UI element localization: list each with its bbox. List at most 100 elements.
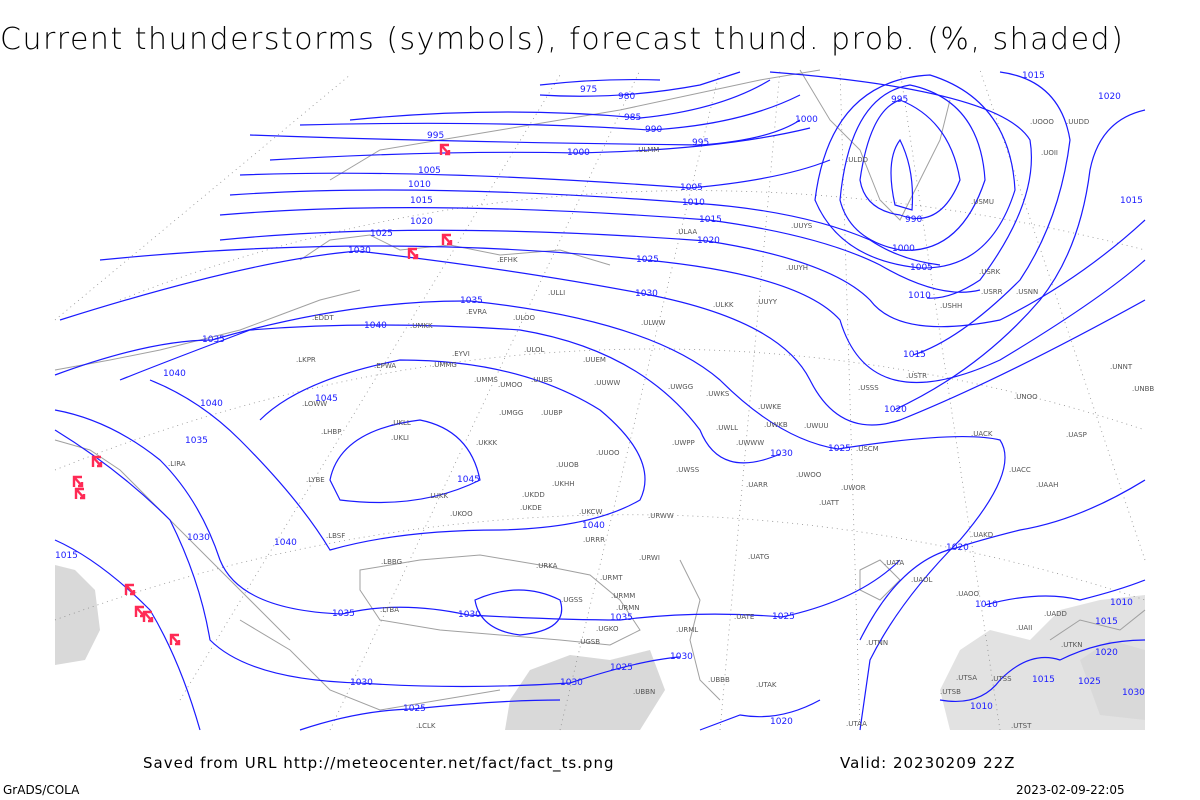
isobar-label: 1025 <box>828 444 851 454</box>
station-label: .ULMM <box>636 146 659 154</box>
thunderstorm-symbols <box>72 143 453 646</box>
isobar-label: 1030 <box>350 678 373 688</box>
station-label: .USSS <box>858 384 879 392</box>
isobars <box>54 71 1146 731</box>
generated-timestamp: 2023-02-09-22:05 <box>1016 783 1125 797</box>
station-label: .LBBG <box>381 558 402 566</box>
station-label: .UAOL <box>911 576 933 584</box>
station-label: .UWLL <box>716 424 738 432</box>
isobar-label: 1015 <box>55 551 78 561</box>
station-label: .ULLI <box>548 289 565 297</box>
station-label: .UOII <box>1041 149 1058 157</box>
station-label: .UAKD <box>971 531 993 539</box>
isobar-label: 1030 <box>348 246 371 256</box>
station-label: .USRR <box>981 288 1003 296</box>
station-label: .UAII <box>1016 624 1032 632</box>
isobar-labels: 975 980 985 990 995 995 1000 1000 995 990 1000 1005… <box>55 71 1145 727</box>
station-label: .URMN <box>616 604 640 612</box>
station-label: .UKLI <box>391 434 409 442</box>
isobar-label: 1010 <box>408 180 431 190</box>
isobar-label: 1030 <box>770 449 793 459</box>
isobar-label: 1015 <box>1095 617 1118 627</box>
station-label: .UTST <box>1011 722 1032 730</box>
station-label: .UKDE <box>520 504 542 512</box>
station-label: .UKLL <box>391 419 411 427</box>
isobar-label: 1040 <box>364 321 387 331</box>
station-label: .UNOO <box>1014 393 1038 401</box>
station-label: .UUBS <box>531 376 553 384</box>
station-label: .UNNT <box>1110 363 1133 371</box>
station-label: .UWKS <box>706 390 730 398</box>
station-label: .UGKO <box>596 625 619 633</box>
station-label: .UMKK <box>410 322 433 330</box>
isobar-label: 1045 <box>315 394 338 404</box>
station-label: .UUYY <box>756 298 778 306</box>
isobar-label: 1045 <box>457 475 480 485</box>
station-label: .USHH <box>940 302 962 310</box>
station-label: .UTSA <box>956 674 977 682</box>
isobar-label: 1020 <box>884 405 907 415</box>
thunderstorm-icon <box>439 143 451 156</box>
isobar-label: 1010 <box>970 702 993 712</box>
station-label: .UMGG <box>499 409 523 417</box>
station-label: .EDDT <box>312 314 334 322</box>
station-label: .UWKB <box>764 421 788 429</box>
station-label: .UWOO <box>796 471 822 479</box>
station-label: .USRK <box>979 268 1001 276</box>
station-label: .UKKK <box>476 439 498 447</box>
isobar-label: 1015 <box>410 196 433 206</box>
station-label: .UTSB <box>940 688 961 696</box>
isobar-label: 1020 <box>1098 92 1121 102</box>
isobar-label: 1025 <box>772 612 795 622</box>
station-label: .UAAH <box>1036 481 1058 489</box>
isobar-label: 1025 <box>370 229 393 239</box>
thunderstorm-icon <box>441 233 453 246</box>
station-label: .UUYS <box>791 222 813 230</box>
isobar-label: 1035 <box>332 609 355 619</box>
station-label: .LKPR <box>296 356 316 364</box>
isobar-label: 1005 <box>418 166 441 176</box>
station-label: .UATG <box>748 553 769 561</box>
station-label: .UMMG <box>432 361 457 369</box>
station-label: .USCM <box>856 445 879 453</box>
station-label: .LCLK <box>416 722 436 730</box>
station-label: .LYBE <box>306 476 325 484</box>
thunderstorm-icon <box>124 583 136 596</box>
station-label: .UBBB <box>708 676 730 684</box>
station-label: .ULWW <box>641 319 666 327</box>
station-label: .UAOO <box>956 590 980 598</box>
isobar-label: 990 <box>905 215 922 225</box>
station-label: .ULOO <box>513 314 536 322</box>
station-label: .LUKK <box>428 492 448 500</box>
station-label: .UWKE <box>758 403 781 411</box>
station-label: .USNN <box>1016 288 1038 296</box>
isobar-label: 1005 <box>680 183 703 193</box>
station-label: .UACC <box>1009 466 1031 474</box>
station-label: .UATA <box>884 559 904 567</box>
station-label: .ULKK <box>713 301 734 309</box>
station-label: .UTAA <box>846 720 867 728</box>
isobar-label: 1015 <box>1022 71 1045 81</box>
station-label: .EPWA <box>374 362 396 370</box>
isobar-label: 1010 <box>1110 598 1133 608</box>
isobar-label: 1010 <box>908 291 931 301</box>
station-label: .URML <box>676 626 698 634</box>
isobar-label: 1035 <box>610 613 633 623</box>
station-label: .UTSS <box>991 675 1012 683</box>
isobar-label: 1020 <box>770 717 793 727</box>
station-label: .LIRA <box>168 460 186 468</box>
station-label: .EFHK <box>497 256 518 264</box>
thunderstorm-probability-shading <box>55 565 1145 730</box>
station-label: .USMU <box>971 198 994 206</box>
thunderstorm-icon <box>74 487 86 500</box>
isobar-label: 1010 <box>682 198 705 208</box>
station-label: .UUYH <box>786 264 808 272</box>
station-label: .UGSB <box>578 638 600 646</box>
station-label: .URMM <box>611 592 635 600</box>
credit-text: GrADS/COLA <box>3 783 80 797</box>
station-label: .UARR <box>746 481 768 489</box>
station-label: .URMT <box>600 574 623 582</box>
station-label: .UKDD <box>522 491 545 499</box>
station-label: .UACK <box>971 430 993 438</box>
isobar-label: 1015 <box>1032 675 1055 685</box>
